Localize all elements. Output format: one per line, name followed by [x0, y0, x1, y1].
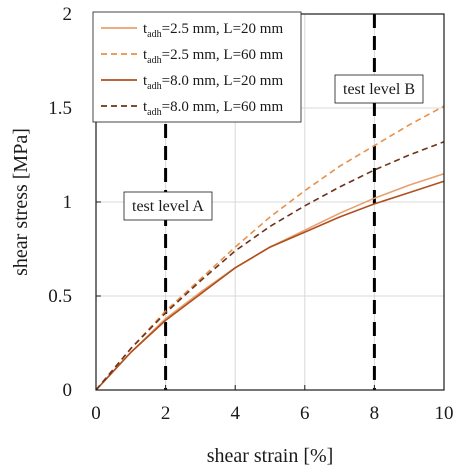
- y-tick-label: 2: [63, 4, 73, 25]
- legend-label: tadh=8.0 mm, L=20 mm: [143, 73, 283, 92]
- annotation-label: test level B: [343, 81, 415, 98]
- x-tick-label: 0: [91, 403, 101, 424]
- x-tick-label: 6: [300, 403, 310, 424]
- legend-label: tadh=8.0 mm, L=60 mm: [143, 99, 283, 118]
- legend: tadh=2.5 mm, L=20 mm tadh=2.5 mm, L=60 mm…: [92, 11, 302, 123]
- legend-box: [92, 11, 302, 123]
- x-tick-label: 10: [435, 403, 454, 424]
- y-tick-label: 1: [63, 192, 73, 213]
- y-tick-label: 1.5: [48, 98, 72, 119]
- y-tick-label: 0: [63, 380, 73, 401]
- annotation-test-level-a: test level A: [123, 191, 213, 221]
- series-line-4: [95, 141, 445, 391]
- x-tick-label: 2: [161, 403, 171, 424]
- legend-label: tadh=2.5 mm, L=60 mm: [143, 47, 283, 66]
- series-lines: [95, 105, 445, 391]
- annotation-box: [334, 74, 424, 104]
- x-tick-label: 4: [230, 403, 240, 424]
- x-tick-label: 8: [370, 403, 380, 424]
- series-line-3: [95, 180, 445, 391]
- annotation-box: [123, 191, 213, 221]
- legend-label: tadh=2.5 mm, L=20 mm: [143, 21, 283, 40]
- x-axis-title: shear strain [%]: [207, 445, 334, 467]
- annotation-test-level-b: test level B: [334, 74, 424, 104]
- series-line-2: [95, 105, 445, 391]
- annotation-label: test level A: [132, 198, 204, 215]
- y-axis-title: shear stress [MPa]: [10, 128, 32, 276]
- y-tick-label: 0.5: [48, 286, 72, 307]
- axis-ticks: 0 2 4 6 8 10 0 0.5 1 1.5 2: [48, 4, 453, 424]
